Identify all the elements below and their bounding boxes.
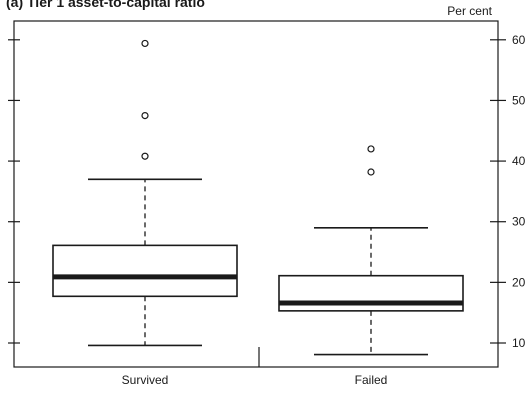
y-tick-label: 40	[512, 154, 526, 168]
y-tick-label: 10	[512, 336, 526, 350]
y-axis-unit-label: Per cent	[447, 4, 492, 18]
outlier-point	[367, 145, 375, 153]
iqr-box	[52, 244, 238, 298]
box-group-failed	[278, 145, 464, 356]
y-tick-label: 30	[512, 215, 526, 229]
box-series	[52, 39, 464, 356]
category-label: Failed	[355, 373, 388, 387]
y-tick-label: 20	[512, 275, 526, 289]
iqr-box	[278, 274, 464, 312]
x-axis: Survived Failed	[122, 373, 388, 387]
outlier-point	[141, 111, 149, 120]
outlier-point	[141, 152, 149, 160]
outlier-point	[141, 39, 149, 48]
category-label: Survived	[122, 373, 169, 387]
chart-title: (a) Tier 1 asset-to-capital ratio	[6, 0, 205, 10]
outlier-point	[367, 168, 375, 176]
chart-header: (a) Tier 1 asset-to-capital ratio Per ce…	[6, 0, 493, 18]
box-group-survived	[52, 39, 238, 347]
y-axis: 10 20 30 40 50 60	[8, 33, 526, 350]
plot-frame	[13, 20, 499, 368]
y-tick-label: 50	[512, 93, 526, 107]
y-tick-label: 60	[512, 33, 526, 47]
